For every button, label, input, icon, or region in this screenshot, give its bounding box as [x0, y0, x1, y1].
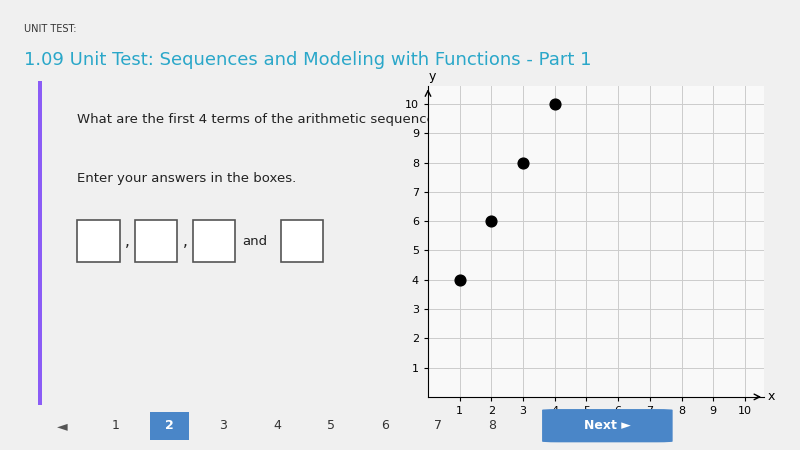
Text: ,: , — [182, 234, 187, 249]
Text: 1.09 Unit Test: Sequences and Modeling with Functions - Part 1: 1.09 Unit Test: Sequences and Modeling w… — [24, 51, 591, 68]
Text: 3: 3 — [219, 419, 227, 432]
Point — [454, 276, 466, 284]
Text: 7: 7 — [434, 419, 442, 432]
FancyBboxPatch shape — [135, 220, 178, 262]
Text: UNIT TEST:: UNIT TEST: — [24, 23, 76, 34]
Point — [548, 100, 561, 108]
Text: 8: 8 — [488, 419, 496, 432]
Point — [485, 217, 498, 225]
FancyBboxPatch shape — [193, 220, 235, 262]
Bar — [38, 81, 42, 405]
Text: 6: 6 — [381, 419, 389, 432]
Text: Next ►: Next ► — [584, 419, 630, 432]
Text: 4: 4 — [273, 419, 281, 432]
Text: 1: 1 — [112, 419, 120, 432]
Text: 2: 2 — [166, 419, 174, 432]
Text: ◄: ◄ — [57, 418, 67, 433]
FancyBboxPatch shape — [78, 220, 120, 262]
Text: y: y — [429, 71, 437, 83]
Text: ,: , — [125, 234, 130, 249]
Text: x: x — [767, 391, 774, 403]
Text: What are the first 4 terms of the arithmetic sequence in the graph?: What are the first 4 terms of the arithm… — [78, 113, 528, 126]
Text: 5: 5 — [327, 419, 335, 432]
Point — [517, 159, 530, 166]
Text: and: and — [242, 235, 268, 248]
FancyBboxPatch shape — [542, 409, 673, 442]
Text: Enter your answers in the boxes.: Enter your answers in the boxes. — [78, 172, 297, 184]
FancyBboxPatch shape — [281, 220, 323, 262]
FancyBboxPatch shape — [150, 412, 189, 440]
